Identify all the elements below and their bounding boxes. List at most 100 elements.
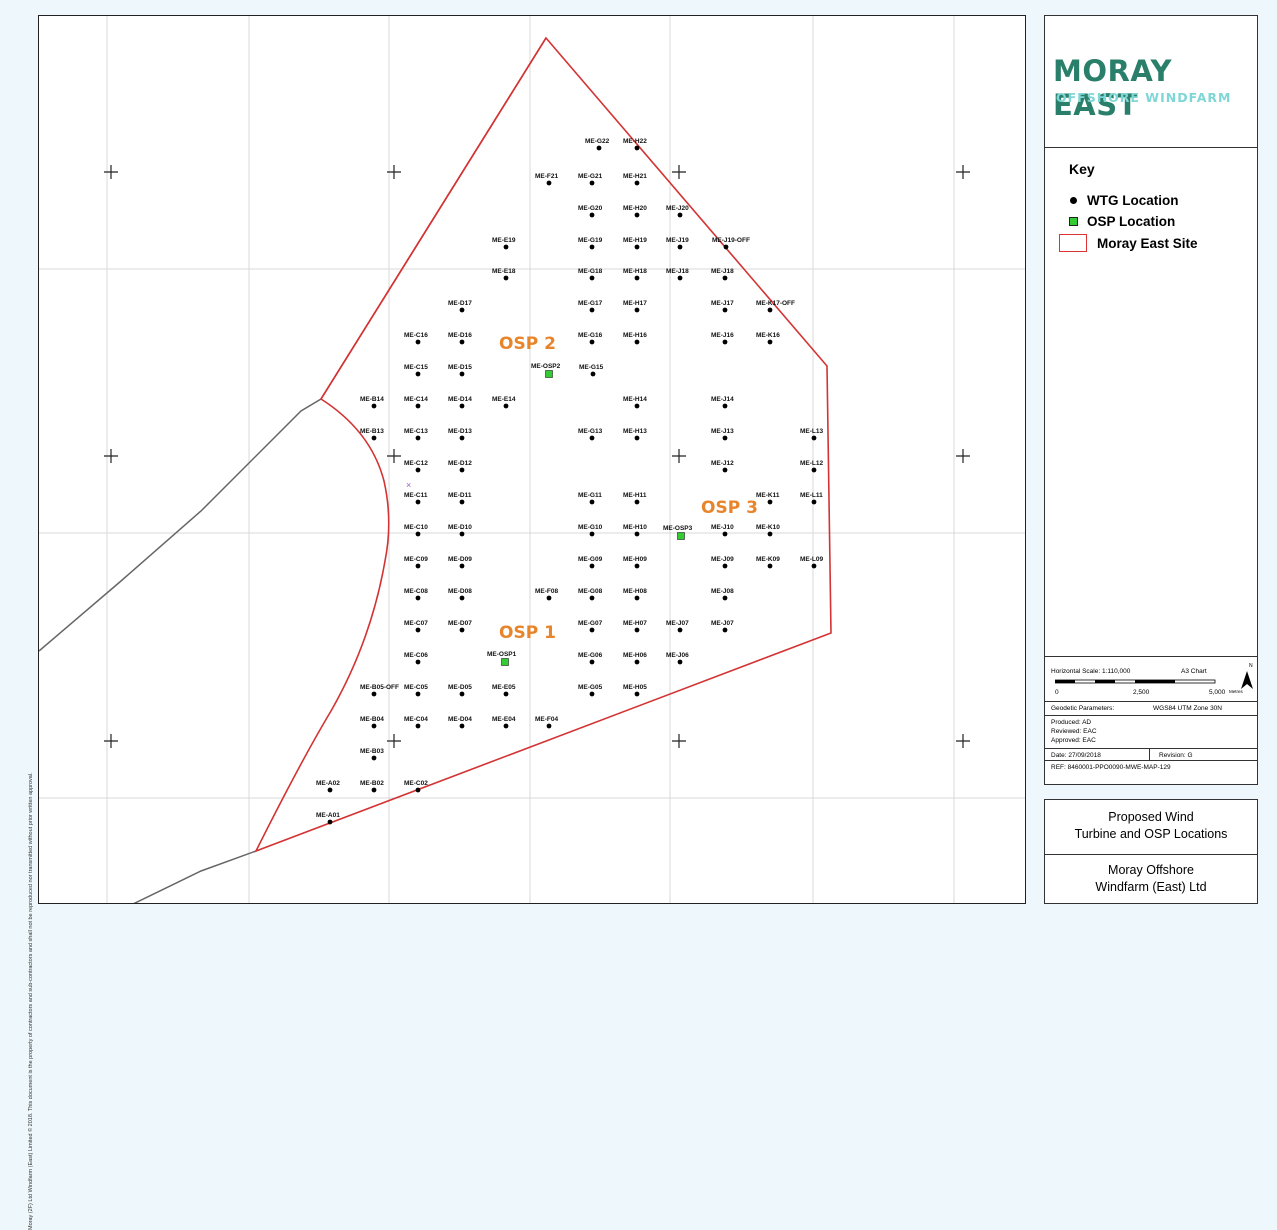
wtg-marker[interactable] xyxy=(415,659,421,665)
wtg-marker[interactable] xyxy=(767,563,773,569)
wtg-marker[interactable] xyxy=(767,499,773,505)
wtg-marker[interactable] xyxy=(415,563,421,569)
wtg-marker[interactable] xyxy=(327,819,333,825)
wtg-marker[interactable] xyxy=(634,435,640,441)
wtg-marker[interactable] xyxy=(589,531,595,537)
wtg-marker[interactable] xyxy=(767,339,773,345)
wtg-marker[interactable] xyxy=(634,627,640,633)
wtg-marker[interactable] xyxy=(371,755,377,761)
wtg-marker[interactable] xyxy=(415,371,421,377)
wtg-marker[interactable] xyxy=(634,212,640,218)
wtg-marker[interactable] xyxy=(415,691,421,697)
wtg-marker[interactable] xyxy=(722,467,728,473)
wtg-marker[interactable] xyxy=(503,275,509,281)
wtg-marker[interactable] xyxy=(589,691,595,697)
wtg-marker[interactable] xyxy=(811,499,817,505)
wtg-marker[interactable] xyxy=(596,145,602,151)
wtg-marker[interactable] xyxy=(767,531,773,537)
wtg-marker[interactable] xyxy=(677,659,683,665)
wtg-marker[interactable] xyxy=(634,275,640,281)
wtg-marker[interactable] xyxy=(415,403,421,409)
wtg-marker[interactable] xyxy=(415,435,421,441)
wtg-marker[interactable] xyxy=(415,499,421,505)
wtg-marker[interactable] xyxy=(459,339,465,345)
wtg-marker[interactable] xyxy=(371,787,377,793)
wtg-marker[interactable] xyxy=(634,563,640,569)
wtg-marker[interactable] xyxy=(589,212,595,218)
wtg-marker[interactable] xyxy=(546,723,552,729)
wtg-marker[interactable] xyxy=(634,180,640,186)
wtg-marker[interactable] xyxy=(546,595,552,601)
wtg-marker[interactable] xyxy=(459,531,465,537)
wtg-marker[interactable] xyxy=(677,212,683,218)
wtg-marker[interactable] xyxy=(634,595,640,601)
wtg-marker[interactable] xyxy=(459,563,465,569)
wtg-marker[interactable] xyxy=(459,691,465,697)
wtg-marker[interactable] xyxy=(503,244,509,250)
wtg-marker[interactable] xyxy=(722,339,728,345)
wtg-marker[interactable] xyxy=(811,435,817,441)
wtg-marker[interactable] xyxy=(589,275,595,281)
wtg-marker[interactable] xyxy=(371,435,377,441)
map-frame[interactable]: × ME-G22 ME-H22 ME-F21 ME-G21 ME-H21 ME-G20 ME… xyxy=(38,15,1026,904)
wtg-marker[interactable] xyxy=(634,499,640,505)
wtg-marker[interactable] xyxy=(722,563,728,569)
wtg-marker[interactable] xyxy=(503,723,509,729)
wtg-marker[interactable] xyxy=(723,244,729,250)
wtg-marker[interactable] xyxy=(634,339,640,345)
wtg-marker[interactable] xyxy=(459,371,465,377)
wtg-marker[interactable] xyxy=(722,403,728,409)
wtg-marker[interactable] xyxy=(634,403,640,409)
wtg-marker[interactable] xyxy=(589,595,595,601)
wtg-marker[interactable] xyxy=(677,244,683,250)
wtg-marker[interactable] xyxy=(722,307,728,313)
wtg-marker[interactable] xyxy=(589,307,595,313)
wtg-marker[interactable] xyxy=(546,180,552,186)
osp-marker[interactable] xyxy=(501,658,509,666)
wtg-marker[interactable] xyxy=(415,467,421,473)
wtg-marker[interactable] xyxy=(811,563,817,569)
wtg-marker[interactable] xyxy=(677,275,683,281)
wtg-marker[interactable] xyxy=(459,723,465,729)
wtg-marker[interactable] xyxy=(722,627,728,633)
wtg-marker[interactable] xyxy=(634,244,640,250)
wtg-marker[interactable] xyxy=(415,787,421,793)
wtg-marker[interactable] xyxy=(589,659,595,665)
wtg-marker[interactable] xyxy=(459,403,465,409)
wtg-marker[interactable] xyxy=(634,691,640,697)
wtg-marker[interactable] xyxy=(589,499,595,505)
wtg-marker[interactable] xyxy=(634,307,640,313)
wtg-marker[interactable] xyxy=(589,244,595,250)
wtg-marker[interactable] xyxy=(589,435,595,441)
wtg-marker[interactable] xyxy=(634,659,640,665)
wtg-marker[interactable] xyxy=(459,595,465,601)
wtg-marker[interactable] xyxy=(767,307,773,313)
wtg-marker[interactable] xyxy=(371,403,377,409)
wtg-marker[interactable] xyxy=(589,339,595,345)
wtg-marker[interactable] xyxy=(677,627,683,633)
wtg-marker[interactable] xyxy=(722,435,728,441)
wtg-marker[interactable] xyxy=(722,595,728,601)
wtg-marker[interactable] xyxy=(459,467,465,473)
wtg-marker[interactable] xyxy=(634,145,640,151)
wtg-marker[interactable] xyxy=(327,787,333,793)
osp-marker[interactable] xyxy=(677,532,685,540)
wtg-marker[interactable] xyxy=(589,627,595,633)
wtg-marker[interactable] xyxy=(503,691,509,697)
wtg-marker[interactable] xyxy=(371,691,377,697)
wtg-marker[interactable] xyxy=(371,723,377,729)
wtg-marker[interactable] xyxy=(459,307,465,313)
wtg-marker[interactable] xyxy=(722,275,728,281)
wtg-marker[interactable] xyxy=(415,627,421,633)
wtg-marker[interactable] xyxy=(811,467,817,473)
wtg-marker[interactable] xyxy=(589,563,595,569)
wtg-marker[interactable] xyxy=(459,627,465,633)
wtg-marker[interactable] xyxy=(590,371,596,377)
wtg-marker[interactable] xyxy=(459,435,465,441)
wtg-marker[interactable] xyxy=(415,723,421,729)
wtg-marker[interactable] xyxy=(589,180,595,186)
wtg-marker[interactable] xyxy=(415,595,421,601)
wtg-marker[interactable] xyxy=(415,531,421,537)
wtg-marker[interactable] xyxy=(634,531,640,537)
